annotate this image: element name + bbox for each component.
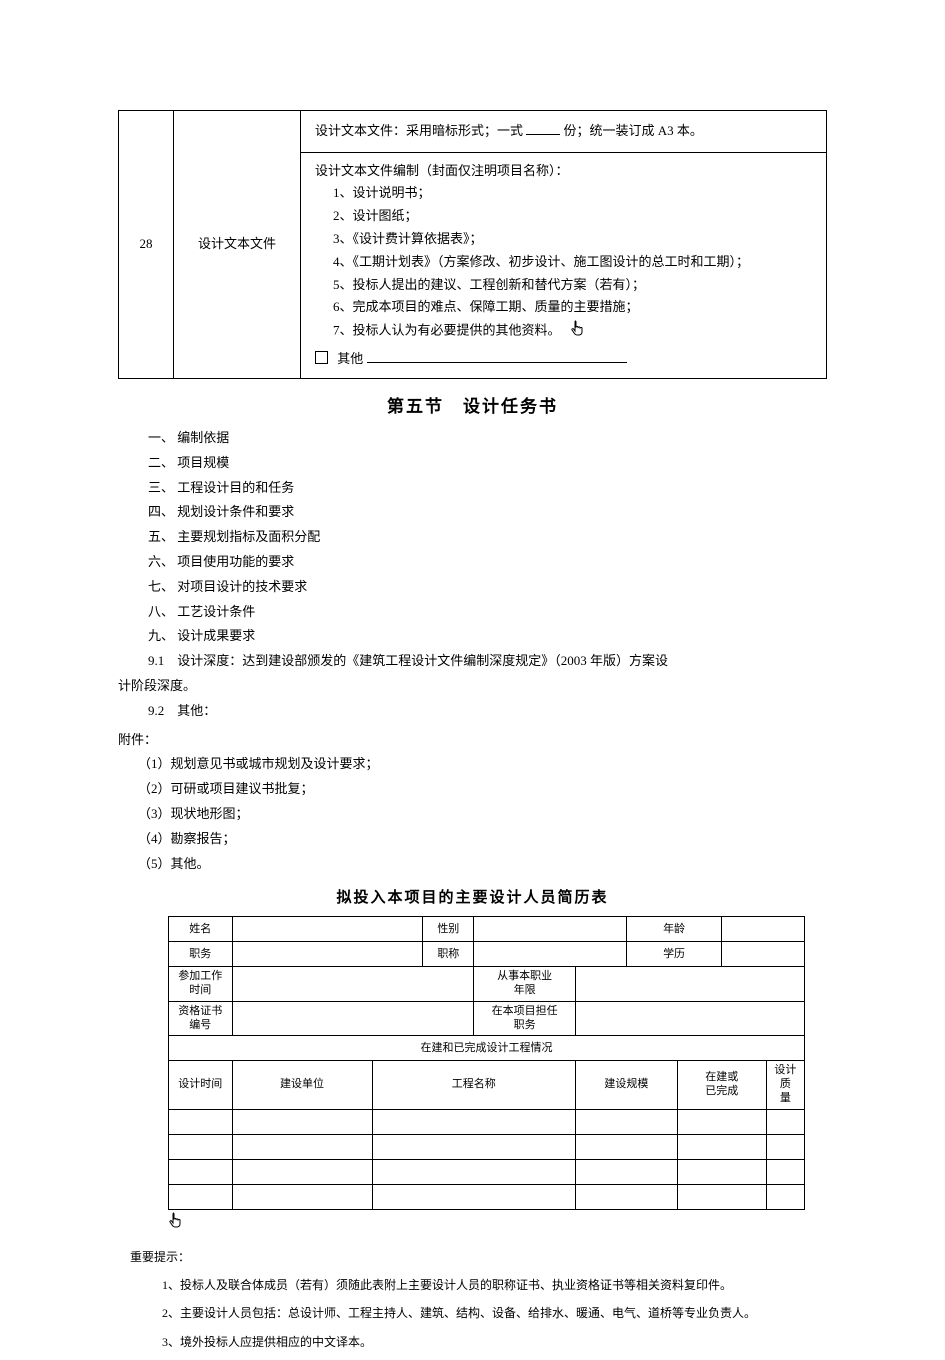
pt-col-status: 在建或已完成 [677,1061,766,1109]
row-label: 设计文本文件 [174,111,301,379]
list-item: 2、设计图纸； [333,206,812,227]
pt-col-unit: 建设单位 [232,1061,372,1109]
personnel-title: 拟投入本项目的主要设计人员简历表 [0,886,945,910]
pt-col-time: 设计时间 [169,1061,233,1109]
pt-data-row [169,1134,805,1159]
pt-cell [232,942,423,967]
note-item: 2、主要设计人员包括：总设计师、工程主持人、建筑、结构、设备、给排水、暖通、电气… [162,1302,827,1325]
list-item-text: 7、投标人认为有必要提供的其他资料。 [333,323,561,338]
outline-item: 八、 工艺设计条件 [148,602,827,623]
outline-list: 一、 编制依据 二、 项目规模 三、 工程设计目的和任务 四、 规划设计条件和要… [148,428,827,647]
notes-block: 重要提示： 1、投标人及联合体成员（若有）须随此表附上主要设计人员的职称证书、执… [0,1234,945,1354]
attachments-list: （1）规划意见书或城市规划及设计要求； （2）可研或项目建议书批复； （3）现状… [148,754,827,874]
outline-item: 六、 项目使用功能的要求 [148,552,827,573]
para-9-1b: 计阶段深度。 [118,676,827,697]
design-text-file-table: 28 设计文本文件 设计文本文件：采用暗标形式；一式 份；统一装订成 A3 本。… [118,110,827,379]
pt-label-duty: 职务 [169,942,233,967]
outline-item: 一、 编制依据 [148,428,827,449]
pt-label-name: 姓名 [169,917,233,942]
pt-subsection: 在建和已完成设计工程情况 [169,1036,805,1061]
pt-label-role: 在本项目担任职务 [474,1001,576,1036]
pt-col-scale: 建设规模 [576,1061,678,1109]
pt-label-cert: 资格证书编号 [169,1001,233,1036]
outline-item: 二、 项目规模 [148,453,827,474]
attachments-head: 附件： [118,730,827,751]
attachment-item: （3）现状地形图； [138,804,827,825]
other-label: 其他 [337,351,363,366]
pt-label-gender: 性别 [423,917,474,942]
list-item: 5、投标人提出的建议、工程创新和替代方案（若有）； [333,275,812,296]
para-9-2: 9.2 其他： [148,701,827,722]
attachment-item: （5）其他。 [138,854,827,875]
pt-cell [474,942,627,967]
list-item: 4、《工期计划表》（方案修改、初步设计、施工图设计的总工时和工期）； [333,252,812,273]
pt-data-row [169,1159,805,1184]
outline-item: 四、 规划设计条件和要求 [148,502,827,523]
row2-other: 其他 [315,349,812,370]
list-item: 7、投标人认为有必要提供的其他资料。 [333,320,812,343]
outline-item: 九、 设计成果要求 [148,626,827,647]
pt-cell [722,942,805,967]
pt-col-quality: 设计质量 [766,1061,804,1109]
attachment-item: （4）勘察报告； [138,829,827,850]
list-item: 1、设计说明书； [333,183,812,204]
list-item: 3、《设计费计算依据表》； [333,229,812,250]
pt-cell [722,917,805,942]
note-item: 3、境外投标人应提供相应的中文译本。 [162,1331,827,1354]
cursor-hand-icon [0,1210,945,1235]
section-title: 第五节 设计任务书 [0,393,945,420]
pt-cell [232,917,423,942]
row1-prefix: 设计文本文件：采用暗标形式；一式 [315,123,523,138]
cursor-hand-icon [570,320,586,343]
pt-data-row [169,1109,805,1134]
blank-copies [526,121,560,135]
attachment-item: （1）规划意见书或城市规划及设计要求； [138,754,827,775]
blank-other [367,349,627,363]
pt-label-years: 从事本职业年限 [474,967,576,1002]
row2-list: 1、设计说明书； 2、设计图纸； 3、《设计费计算依据表》； 4、《工期计划表》… [315,183,812,343]
list-item: 6、完成本项目的难点、保障工期、质量的主要措施； [333,297,812,318]
pt-data-row [169,1184,805,1209]
pt-cell [576,1001,805,1036]
row-number: 28 [119,111,174,379]
personnel-table: 姓名 性别 年龄 职务 职称 学历 参加工作时间 从事本职业年限 [168,916,805,1209]
pt-cell [474,917,627,942]
pt-cell [232,1001,474,1036]
row2-lead: 设计文本文件编制（封面仅注明项目名称）： [315,161,812,182]
pt-label-worktime: 参加工作时间 [169,967,233,1002]
row1-suffix: 份；统一装订成 A3 本。 [564,123,703,138]
notes-head: 重要提示： [130,1248,827,1267]
note-item: 1、投标人及联合体成员（若有）须随此表附上主要设计人员的职称证书、执业资格证书等… [162,1274,827,1297]
pt-cell [576,967,805,1002]
pt-label-age: 年龄 [626,917,721,942]
checkbox-icon [315,351,328,364]
row2-content: 设计文本文件编制（封面仅注明项目名称）： 1、设计说明书； 2、设计图纸； 3、… [301,152,827,378]
row1-content: 设计文本文件：采用暗标形式；一式 份；统一装订成 A3 本。 [301,111,827,153]
outline-item: 七、 对项目设计的技术要求 [148,577,827,598]
outline-item: 五、 主要规划指标及面积分配 [148,527,827,548]
pt-col-project: 工程名称 [372,1061,576,1109]
attachment-item: （2）可研或项目建议书批复； [138,779,827,800]
outline-item: 三、 工程设计目的和任务 [148,478,827,499]
pt-cell [232,967,474,1002]
pt-label-title: 职称 [423,942,474,967]
para-9-1: 9.1 设计深度：达到建设部颁发的《建筑工程设计文件编制深度规定》（2003 年… [148,651,827,672]
pt-label-edu: 学历 [626,942,721,967]
